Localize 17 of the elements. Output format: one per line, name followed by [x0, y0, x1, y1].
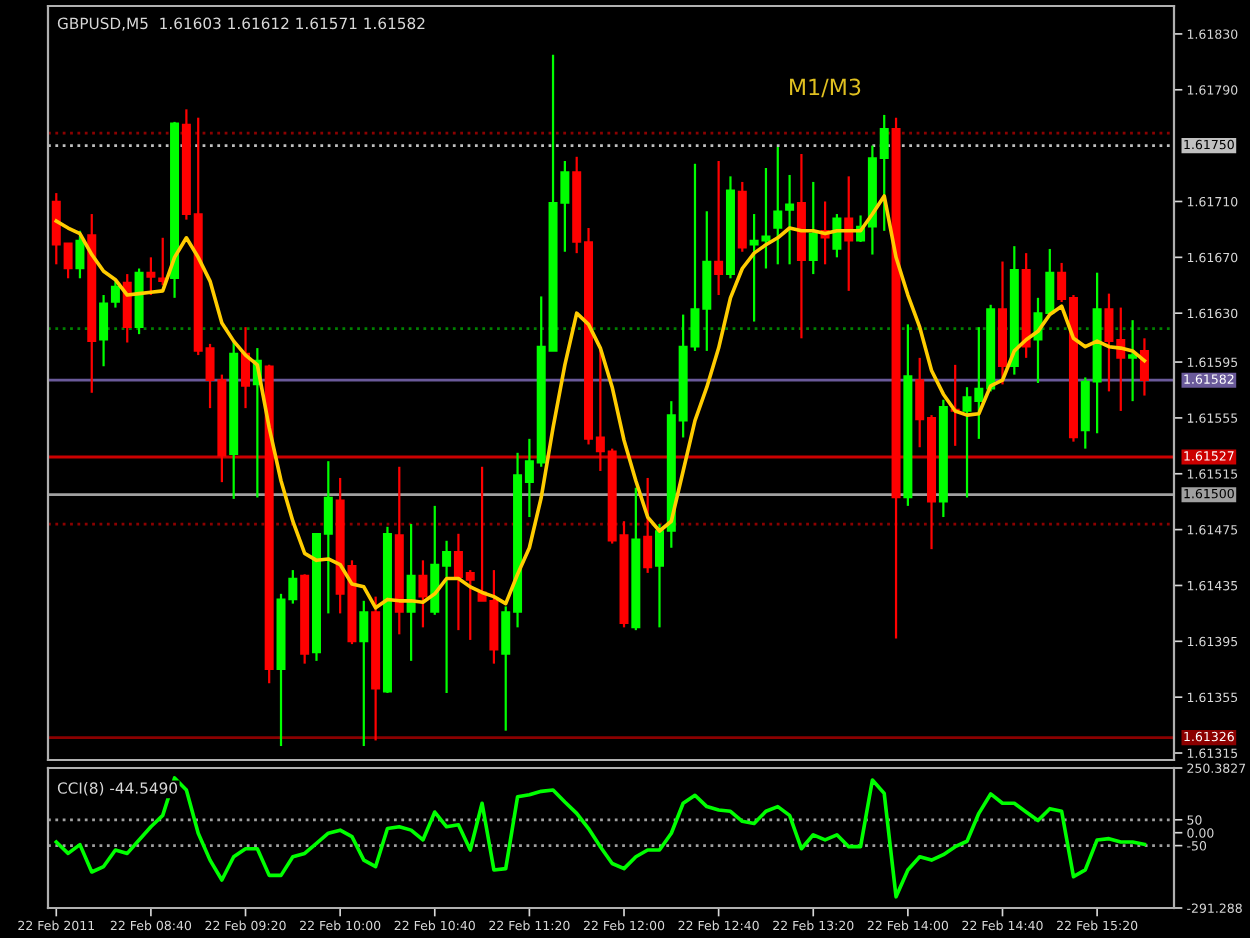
- candlestick: [110, 279, 120, 309]
- candlestick: [99, 293, 109, 368]
- candlestick: [832, 212, 842, 259]
- line-series: [54, 776, 1147, 899]
- candlestick: [1139, 337, 1149, 397]
- candlestick: [241, 326, 251, 410]
- candlestick: [406, 522, 416, 662]
- candlestick: [122, 272, 132, 344]
- candlestick: [808, 180, 818, 276]
- candlestick: [714, 159, 724, 297]
- line-series: [54, 194, 1147, 610]
- candlestick: [1128, 319, 1138, 403]
- candlestick: [643, 476, 653, 575]
- annotation: M1/M3: [790, 78, 861, 98]
- candlestick: [359, 599, 369, 748]
- candlestick: [418, 559, 428, 629]
- candlestick: [75, 229, 85, 280]
